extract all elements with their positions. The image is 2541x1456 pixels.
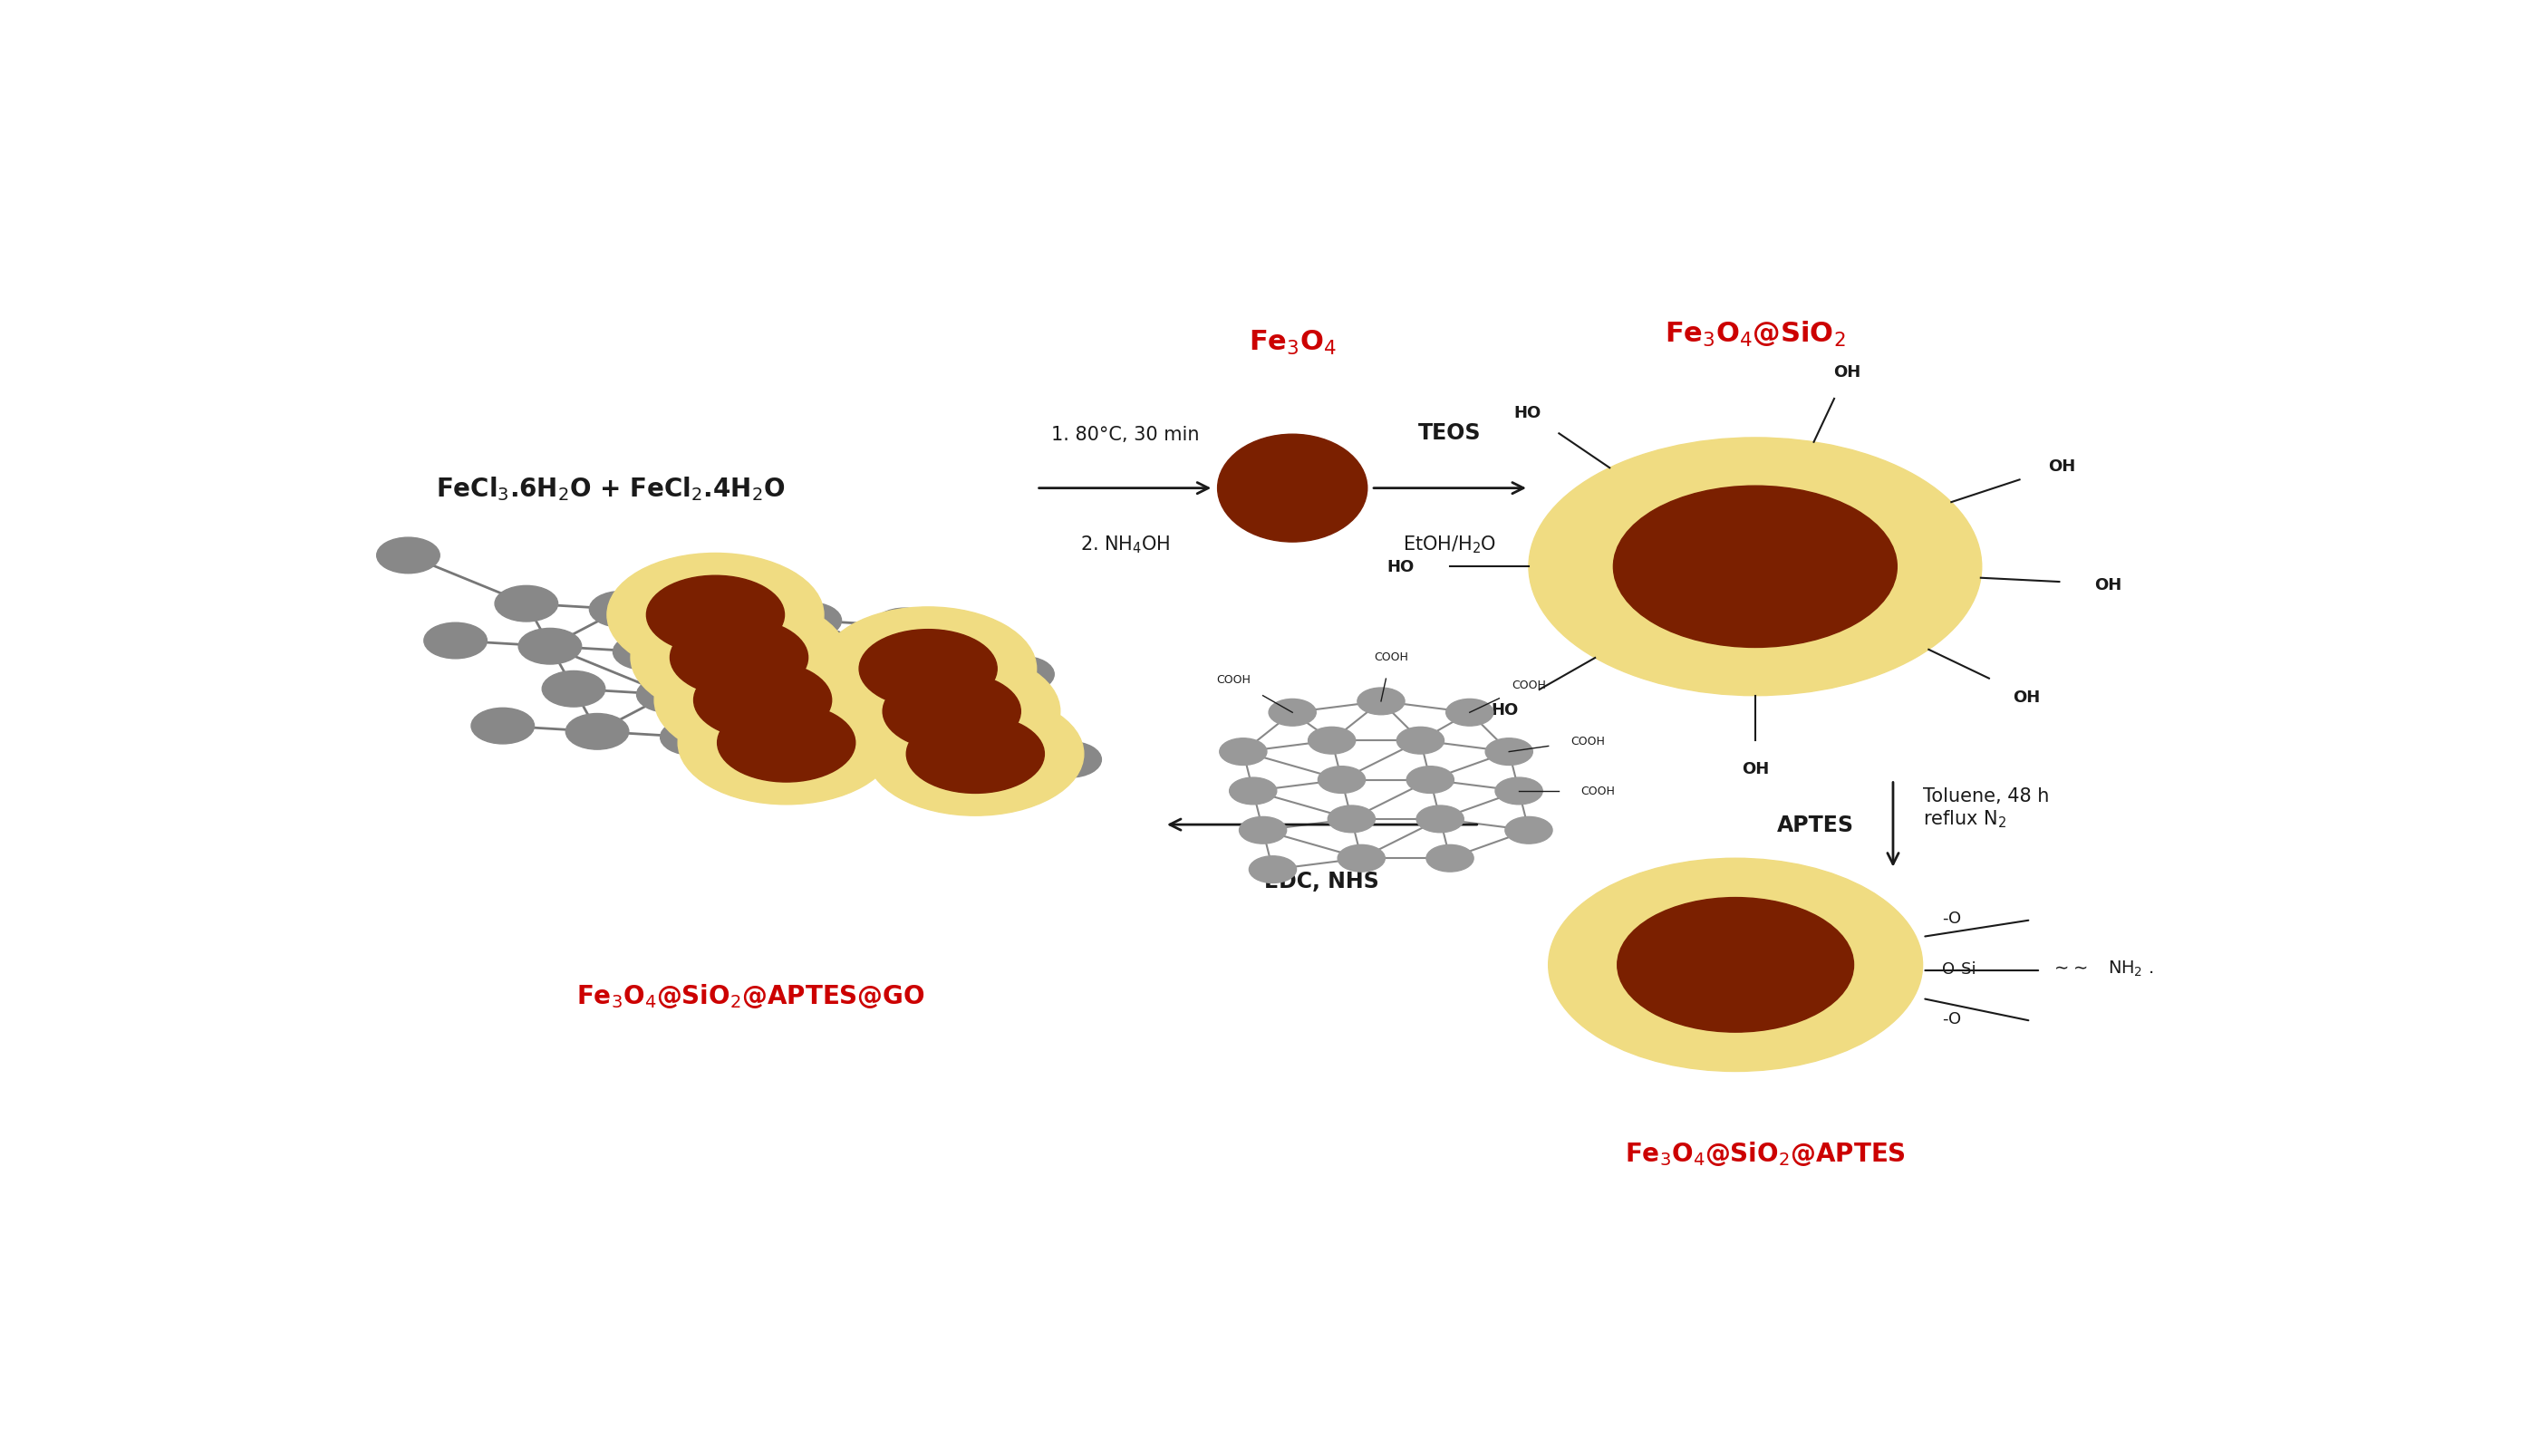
- Ellipse shape: [943, 737, 1006, 772]
- Text: COOH: COOH: [1512, 678, 1545, 690]
- Text: OH: OH: [2012, 689, 2040, 705]
- Text: HO: HO: [1492, 702, 1520, 718]
- Ellipse shape: [821, 607, 1037, 731]
- Ellipse shape: [1426, 844, 1474, 872]
- Ellipse shape: [706, 641, 770, 676]
- Ellipse shape: [1357, 689, 1405, 715]
- Ellipse shape: [1486, 738, 1532, 766]
- Ellipse shape: [518, 629, 582, 664]
- Ellipse shape: [882, 673, 1021, 751]
- Ellipse shape: [1398, 728, 1443, 754]
- Ellipse shape: [859, 630, 996, 709]
- Ellipse shape: [656, 639, 872, 761]
- Text: HO: HO: [1387, 559, 1415, 575]
- Text: COOH: COOH: [1217, 673, 1250, 686]
- Text: OH: OH: [2094, 577, 2122, 593]
- Text: COOH: COOH: [1570, 735, 1606, 747]
- Text: Fe$_3$O$_4$@SiO$_2$: Fe$_3$O$_4$@SiO$_2$: [1664, 319, 1845, 348]
- Text: 2. NH$_4$OH: 2. NH$_4$OH: [1080, 533, 1169, 555]
- Ellipse shape: [607, 553, 823, 677]
- Ellipse shape: [1408, 767, 1453, 794]
- Text: FeCl$_3$.6H$_2$O + FeCl$_2$.4H$_2$O: FeCl$_3$.6H$_2$O + FeCl$_2$.4H$_2$O: [437, 475, 785, 502]
- Ellipse shape: [1319, 767, 1365, 794]
- Ellipse shape: [778, 603, 841, 639]
- Ellipse shape: [755, 725, 818, 761]
- Ellipse shape: [612, 635, 676, 670]
- Text: COOH: COOH: [1375, 651, 1408, 662]
- Ellipse shape: [590, 591, 653, 628]
- Text: COOH: COOH: [1581, 785, 1616, 798]
- Ellipse shape: [684, 597, 747, 633]
- Text: OH: OH: [1832, 364, 1860, 380]
- Ellipse shape: [732, 683, 795, 718]
- Text: Fe$_3$O$_4$: Fe$_3$O$_4$: [1248, 328, 1337, 357]
- Ellipse shape: [920, 695, 983, 729]
- Ellipse shape: [1494, 778, 1542, 805]
- Ellipse shape: [1230, 778, 1276, 805]
- Ellipse shape: [826, 689, 889, 724]
- Ellipse shape: [424, 623, 488, 660]
- Text: 1. 80°C, 30 min: 1. 80°C, 30 min: [1052, 425, 1199, 444]
- Ellipse shape: [541, 671, 605, 708]
- Ellipse shape: [1337, 844, 1385, 872]
- Ellipse shape: [803, 645, 864, 681]
- Ellipse shape: [630, 597, 846, 719]
- Ellipse shape: [1309, 728, 1354, 754]
- Ellipse shape: [1240, 817, 1286, 844]
- Text: $\mathsf{\sim\!\sim}$   NH$_2$ .: $\mathsf{\sim\!\sim}$ NH$_2$ .: [2051, 960, 2152, 978]
- Ellipse shape: [1220, 738, 1268, 766]
- Text: Fe$_3$O$_4$@SiO$_2$@APTES: Fe$_3$O$_4$@SiO$_2$@APTES: [1624, 1139, 1906, 1166]
- Text: -O: -O: [1941, 910, 1962, 926]
- Ellipse shape: [897, 651, 960, 687]
- Ellipse shape: [495, 587, 559, 622]
- Ellipse shape: [567, 713, 628, 750]
- Ellipse shape: [661, 719, 724, 756]
- Ellipse shape: [638, 677, 699, 713]
- Ellipse shape: [874, 609, 935, 645]
- Text: O-Si: O-Si: [1941, 961, 1977, 977]
- Ellipse shape: [645, 577, 785, 655]
- Ellipse shape: [671, 619, 808, 697]
- Ellipse shape: [866, 693, 1082, 815]
- Ellipse shape: [1614, 486, 1898, 648]
- Text: EtOH/H$_2$O: EtOH/H$_2$O: [1403, 533, 1497, 555]
- Text: APTES: APTES: [1776, 814, 1855, 836]
- Text: HO: HO: [1514, 405, 1540, 421]
- Text: Toluene, 48 h
reflux N$_2$: Toluene, 48 h reflux N$_2$: [1924, 786, 2048, 830]
- Ellipse shape: [1504, 817, 1553, 844]
- Ellipse shape: [907, 715, 1044, 794]
- Ellipse shape: [1446, 699, 1494, 727]
- Ellipse shape: [717, 703, 856, 782]
- Ellipse shape: [991, 657, 1055, 693]
- Ellipse shape: [376, 537, 440, 574]
- Ellipse shape: [694, 661, 831, 740]
- Ellipse shape: [1530, 438, 1982, 696]
- Ellipse shape: [844, 649, 1060, 773]
- Ellipse shape: [1329, 807, 1375, 833]
- Text: -O: -O: [1941, 1010, 1962, 1026]
- Ellipse shape: [1415, 807, 1464, 833]
- Ellipse shape: [1547, 859, 1924, 1072]
- Ellipse shape: [1250, 856, 1296, 884]
- Text: EDC, NHS: EDC, NHS: [1265, 869, 1380, 891]
- Ellipse shape: [1217, 435, 1367, 543]
- Ellipse shape: [470, 709, 534, 744]
- Text: TEOS: TEOS: [1418, 422, 1481, 444]
- Ellipse shape: [678, 681, 894, 805]
- Ellipse shape: [1268, 699, 1316, 727]
- Ellipse shape: [849, 731, 912, 767]
- Ellipse shape: [1616, 898, 1852, 1032]
- Text: OH: OH: [2048, 459, 2076, 475]
- Text: OH: OH: [1741, 761, 1769, 778]
- Text: Fe$_3$O$_4$@SiO$_2$@APTES@GO: Fe$_3$O$_4$@SiO$_2$@APTES@GO: [577, 981, 925, 1010]
- Ellipse shape: [1039, 743, 1100, 778]
